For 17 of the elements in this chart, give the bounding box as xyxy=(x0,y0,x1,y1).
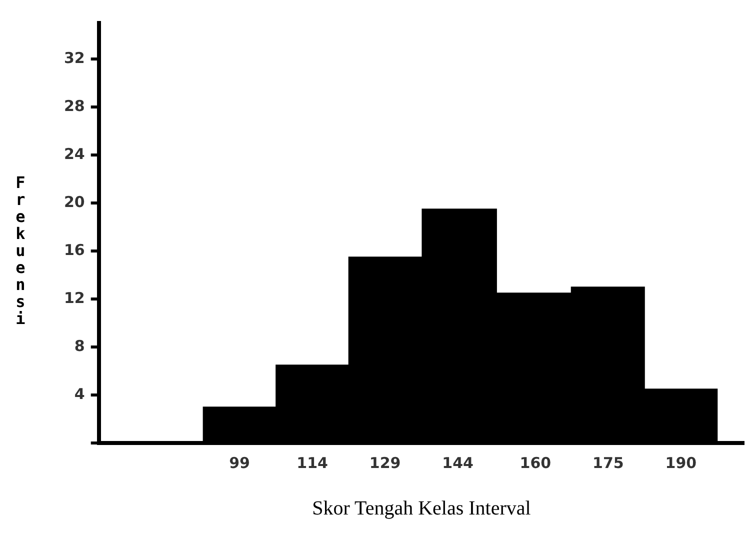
x-tick-label: 114 xyxy=(296,454,328,472)
y-tick-label: 16 xyxy=(64,240,85,259)
y-tick-label: 20 xyxy=(64,192,85,211)
x-tick-label: 99 xyxy=(229,454,250,472)
x-tick-label: 144 xyxy=(442,454,474,472)
y-tick-label: 24 xyxy=(64,144,85,163)
x-tick-label: 175 xyxy=(592,454,624,472)
y-tick-label: 28 xyxy=(64,96,85,115)
x-tick-label: 160 xyxy=(520,454,552,472)
y-tick-label: 8 xyxy=(74,336,85,355)
y-tick-label: 32 xyxy=(64,48,85,67)
x-tick-label: 190 xyxy=(665,454,697,472)
x-axis-title: Skor Tengah Kelas Interval xyxy=(312,497,532,520)
x-tick-label: 129 xyxy=(369,454,401,472)
y-tick-label: 12 xyxy=(64,288,85,307)
y-axis-title: Frekuensi xyxy=(11,173,30,326)
y-tick-label: 4 xyxy=(74,384,85,403)
